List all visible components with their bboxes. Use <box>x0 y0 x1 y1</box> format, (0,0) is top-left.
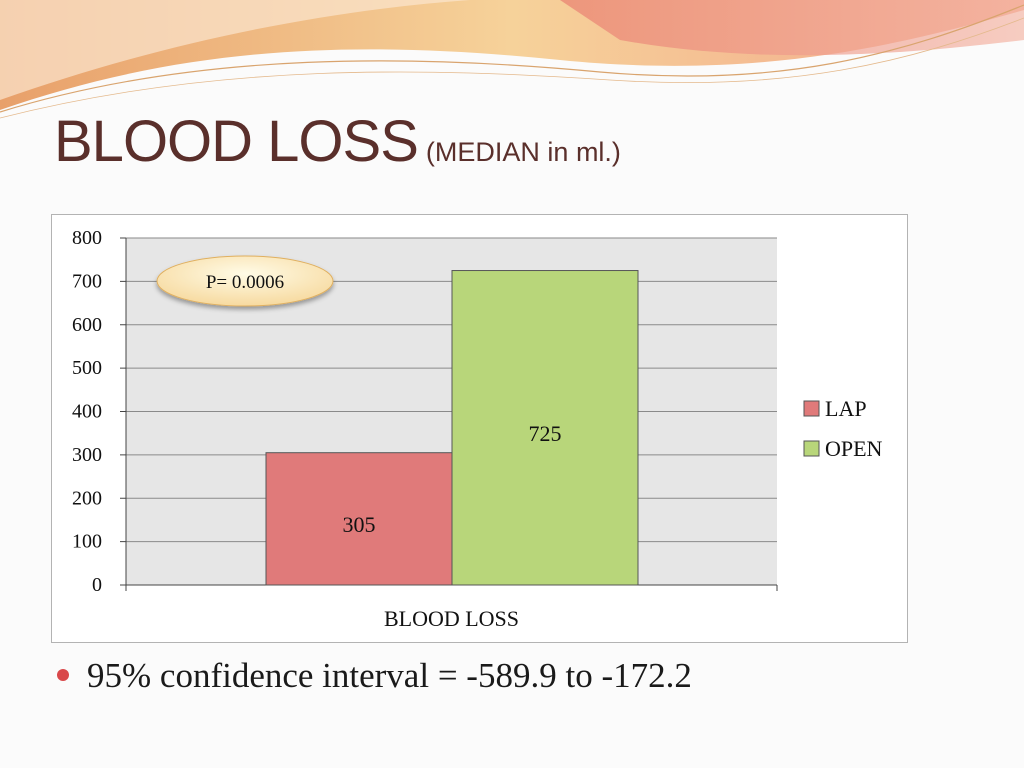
y-tick-label: 800 <box>72 227 102 249</box>
y-tick-label: 0 <box>92 574 102 596</box>
y-tick-label: 400 <box>72 401 102 423</box>
bullet-dot-icon <box>57 668 69 681</box>
y-tick-label: 300 <box>72 444 102 466</box>
legend-swatch-open <box>803 440 820 457</box>
bullet-text: 95% confidence interval = -589.9 to -172… <box>87 656 692 695</box>
y-tick-label: 500 <box>72 357 102 379</box>
data-label-lap: 305 <box>343 512 376 537</box>
x-category-label: BLOOD LOSS <box>384 606 519 631</box>
bar-chart: 0 100 200 300 400 500 600 700 800 305 725 BLOOD LOS… <box>72 227 883 631</box>
y-tick-label: 200 <box>72 487 102 509</box>
y-tick-label: 100 <box>72 531 102 553</box>
slide-title: BLOOD LOSS (MEDIAN in ml.) <box>54 108 621 175</box>
p-value-text: P= 0.0006 <box>206 272 284 293</box>
y-tick-label: 700 <box>72 270 102 292</box>
bar-lap <box>265 452 453 586</box>
legend-label-lap: LAP <box>825 396 867 421</box>
bar-open <box>451 270 639 586</box>
decorative-header-wave <box>0 0 1024 119</box>
chart-frame: 0 100 200 300 400 500 600 700 800 305 725 BLOOD LOS… <box>51 214 908 643</box>
bullet-point: 95% confidence interval = -589.9 to -172… <box>57 656 692 696</box>
legend-label-open: OPEN <box>825 436 883 461</box>
title-subtitle: (MEDIAN in ml.) <box>425 137 621 167</box>
p-value-callout <box>156 255 334 307</box>
y-tick-label: 600 <box>72 314 102 336</box>
legend-swatch-lap <box>803 400 820 417</box>
data-label-open: 725 <box>529 421 562 446</box>
title-main: BLOOD LOSS <box>54 109 419 174</box>
